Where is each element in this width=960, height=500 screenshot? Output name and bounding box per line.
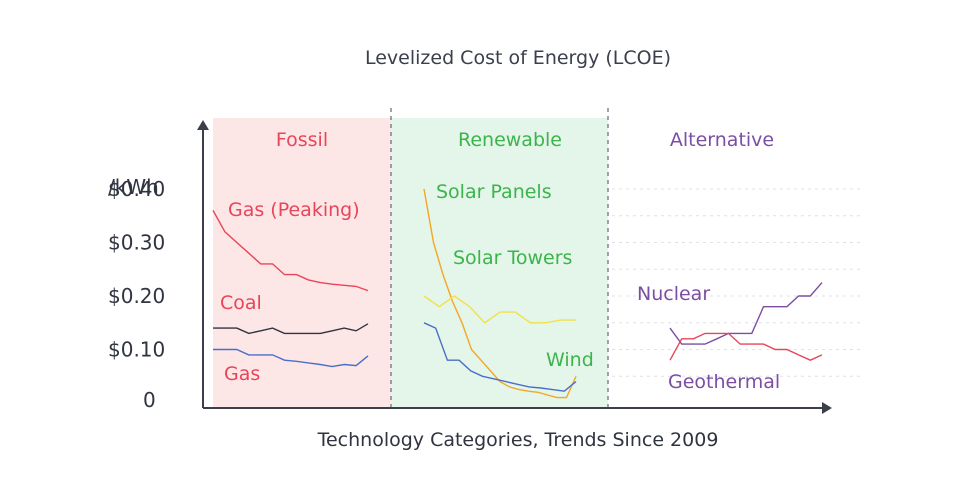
y-axis-arrow-icon: [197, 120, 209, 130]
series-line-solar-towers: [423, 295, 576, 324]
series-label-gas-peaking: Gas (Peaking): [228, 199, 360, 221]
region-renewable-background: [391, 118, 608, 408]
series-label-nuclear: Nuclear: [637, 283, 710, 305]
category-label-renewable: Renewable: [458, 129, 562, 151]
region-fossil-background: [213, 118, 391, 408]
series-label-solar-towers: Solar Towers: [453, 247, 572, 269]
y-tick-label: $0.10: [108, 338, 165, 362]
series-line-geothermal: [669, 332, 823, 361]
series-label-gas: Gas: [224, 363, 260, 385]
category-label-fossil: Fossil: [276, 129, 328, 151]
chart-title: Levelized Cost of Energy (LCOE): [365, 47, 671, 69]
series-line-gas: [213, 348, 369, 368]
series-line-solar-panels: [423, 188, 577, 399]
x-axis-label: Technology Categories, Trends Since 2009: [317, 429, 719, 451]
y-unit-label: /kWh: [108, 175, 159, 199]
series-label-solar-panels: Solar Panels: [436, 181, 552, 203]
y-tick-label: 0: [143, 388, 156, 412]
x-axis-arrow-icon: [822, 402, 832, 414]
y-tick-label: $0.30: [108, 231, 165, 255]
series-line-gas-peaking: [212, 210, 369, 292]
category-label-alternative: Alternative: [670, 129, 774, 151]
series-label-wind: Wind: [546, 349, 594, 371]
series-label-geothermal: Geothermal: [668, 371, 780, 393]
series-line-nuclear: [669, 282, 823, 345]
y-tick-label: $0.20: [108, 284, 165, 308]
series-label-coal: Coal: [220, 292, 262, 314]
series-line-wind: [423, 322, 577, 392]
series-line-coal: [213, 323, 369, 335]
y-tick-label: $0.40: [108, 177, 165, 201]
